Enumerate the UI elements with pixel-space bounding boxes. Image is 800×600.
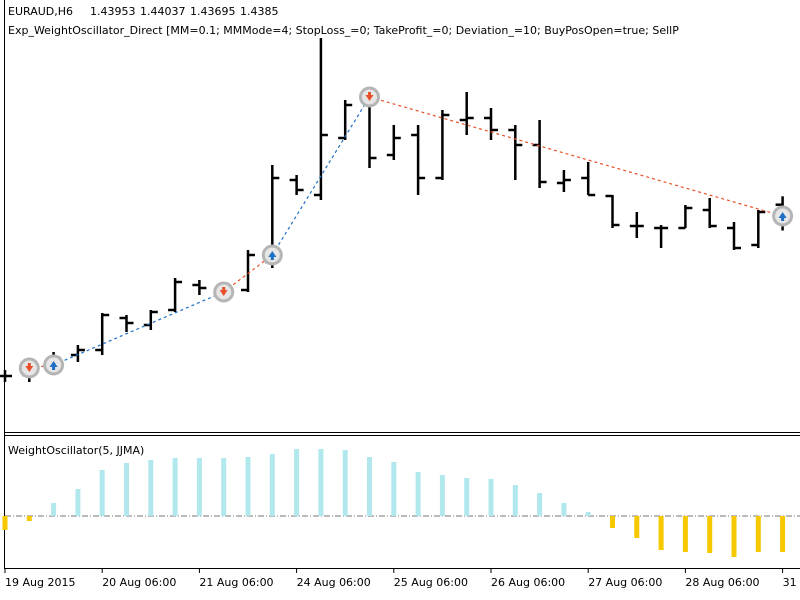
histogram-bar [124, 463, 129, 516]
histogram-bar [610, 516, 615, 528]
x-tick-label: 31 [783, 576, 797, 589]
histogram-bar [51, 503, 57, 516]
histogram-bar [391, 462, 397, 516]
plot: 19 Aug 2015 20 Aug 06:00 21 Aug 06:00 24 Au… [0, 30, 800, 589]
histogram-bar [682, 516, 688, 552]
x-tick-label: 25 Aug 06:00 [394, 576, 468, 589]
header-high: 1.44037 [140, 5, 186, 18]
deal-arrow [365, 92, 374, 101]
histogram-bar [221, 458, 227, 516]
histogram-bar [537, 493, 543, 516]
expert-label: Exp_WeightOscillator_Direct [MM=0.1; MMM… [8, 24, 679, 37]
histogram-bar [585, 512, 591, 516]
x-tick-label: 26 Aug 06:00 [491, 576, 565, 589]
histogram-bar [464, 478, 470, 516]
histogram-bar [99, 470, 105, 516]
histogram-bar [707, 516, 713, 553]
header-bg [5, 0, 445, 38]
histogram-bar [294, 449, 300, 516]
header-open: 1.43953 [90, 5, 136, 18]
deal-arrow [25, 363, 34, 372]
histogram-bar [415, 472, 421, 516]
histogram-bar [245, 457, 251, 516]
header: EURAUD,H6 1.43953 1.44037 1.43695 1.4385… [5, 0, 679, 457]
symbol: EURAUD,H6 [8, 5, 73, 18]
header-close: 1.4385 [240, 5, 279, 18]
deal-arrow [268, 251, 277, 260]
x-tick-label: 28 Aug 06:00 [685, 576, 759, 589]
histogram-bar [172, 458, 178, 516]
histogram-bar [439, 475, 445, 516]
deal-arrow [219, 287, 228, 296]
histogram-bar [2, 516, 8, 530]
x-tick-label: 21 Aug 06:00 [199, 576, 273, 589]
histogram-bar [755, 516, 761, 552]
histogram-bar [634, 516, 640, 538]
x-tick-label: 24 Aug 06:00 [297, 576, 371, 589]
x-tick-label: 19 Aug 2015 [5, 576, 75, 589]
histogram-bar [269, 454, 275, 516]
histogram-bar [488, 479, 494, 516]
deal-line [53, 291, 224, 366]
histogram-bar [512, 485, 518, 516]
indicator-title: WeightOscillator(5, JJMA) [8, 444, 144, 457]
histogram-bar [780, 516, 786, 552]
x-tick-label: 27 Aug 06:00 [588, 576, 662, 589]
x-tick-label: 20 Aug 06:00 [102, 576, 176, 589]
histogram-bar [75, 489, 81, 516]
histogram-bar [731, 516, 737, 557]
histogram-bar [367, 457, 372, 516]
histogram-bar [26, 516, 32, 521]
deal-line [271, 96, 371, 256]
header-low: 1.43695 [190, 5, 236, 18]
histogram-bar [561, 503, 567, 516]
histogram-bar [658, 516, 664, 550]
histogram-bar [318, 449, 324, 516]
deal-arrow [778, 212, 787, 221]
histogram-bar [342, 450, 348, 516]
histogram-bar [148, 460, 154, 516]
histogram-bar [196, 458, 202, 516]
deal-arrow [49, 361, 58, 370]
